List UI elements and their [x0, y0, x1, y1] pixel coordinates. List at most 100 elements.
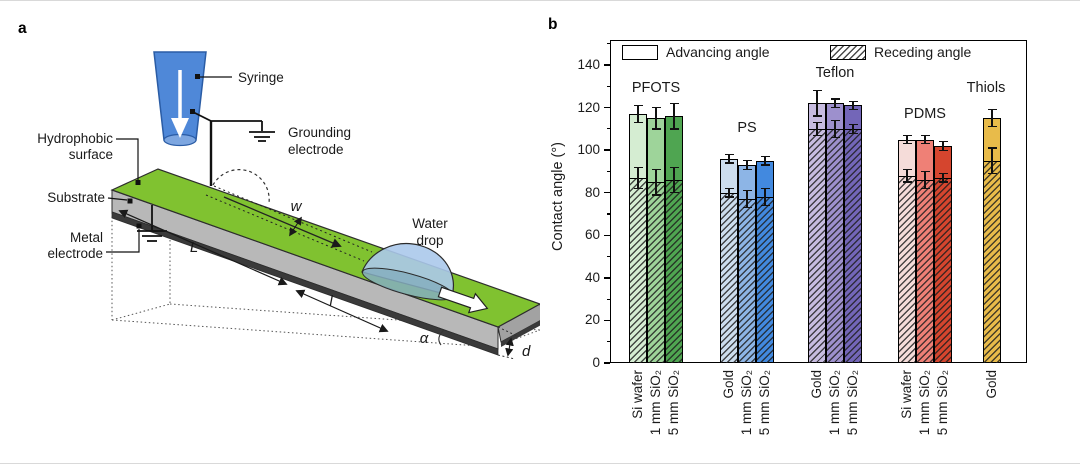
error-bar-cap: [830, 119, 840, 122]
metal-electrode-leader-marker: [136, 223, 142, 229]
grounding-electrode-label-2: electrode: [288, 142, 344, 157]
y-tick-label: 40: [584, 269, 600, 285]
bar-receding-hatch: [898, 175, 916, 363]
drop-motion-arrow: [437, 286, 489, 314]
x-tick-label: 1 mm SiO₂: [827, 370, 842, 436]
legend-label: Advancing angle: [666, 44, 770, 60]
error-bar-cap: [830, 98, 840, 100]
material-label: PDMS: [904, 106, 946, 122]
error-bar-cap: [987, 109, 997, 111]
dim-d-ext-top: [497, 326, 518, 337]
y-tick: [604, 234, 610, 236]
error-bar-cap: [760, 155, 770, 158]
error-bar-cap: [669, 166, 679, 168]
error-bar-cap: [651, 168, 661, 170]
error-bar-cap: [938, 141, 948, 143]
bar-receding-hatch: [934, 177, 952, 363]
error-bar-cap: [848, 109, 858, 111]
legend-label: Receding angle: [874, 44, 972, 60]
substrate-label: Substrate: [47, 190, 105, 205]
error-bar-cap: [651, 106, 661, 109]
dim-d-arrow: [505, 337, 514, 357]
x-tick-label: 5 mm SiO₂: [666, 370, 681, 436]
y-tick-label: 120: [577, 99, 600, 115]
error-bar-line: [942, 173, 944, 183]
dim-d-ext-bottom: [497, 354, 516, 360]
error-bar-cap: [742, 160, 752, 162]
material-label: PFOTS: [631, 80, 681, 96]
error-bar-cap: [760, 187, 770, 190]
y-minor-tick: [606, 298, 610, 300]
error-bar-line: [764, 156, 766, 166]
dim-alpha-arc: [438, 329, 445, 346]
y-tick-label: 0: [592, 355, 600, 370]
error-bar-line: [655, 169, 657, 195]
bar-receding-hatch: [844, 128, 862, 363]
error-bar-cap: [633, 121, 643, 124]
error-bar-cap: [633, 166, 643, 168]
x-tick-label: 5 mm SiO₂: [757, 370, 772, 436]
syringe-label: Syringe: [238, 70, 284, 85]
ground-symbol-electrode: [249, 121, 275, 142]
y-minor-tick: [606, 170, 610, 173]
error-bar-line: [991, 109, 993, 127]
dim-w-label: w: [291, 198, 303, 215]
bar-receding-hatch: [808, 128, 826, 363]
y-tick-label: 60: [584, 227, 600, 243]
error-bar-cap: [742, 168, 752, 170]
material-label: Thiols: [966, 80, 1006, 96]
y-tick-label: 140: [577, 57, 600, 72]
y-tick-label: 20: [584, 312, 600, 328]
legend-item-receding: Receding angle: [830, 44, 971, 60]
error-bar-cap: [848, 124, 858, 126]
error-bar-cap: [669, 102, 679, 104]
hydrophobic-surface-label-1: Hydrophobic: [37, 131, 113, 146]
error-bar-cap: [902, 143, 912, 145]
error-bar-line: [655, 107, 657, 129]
syringe-dispense-arrowhead: [171, 118, 189, 138]
error-bar-cap: [902, 181, 912, 183]
error-bar-cap: [742, 189, 752, 192]
y-minor-tick: [606, 85, 610, 87]
error-bar-line: [728, 188, 730, 197]
error-bar-cap: [724, 162, 734, 164]
bar-receding-hatch: [665, 179, 683, 363]
error-bar-line: [746, 190, 748, 208]
y-tick: [604, 149, 610, 151]
water-drop-label-2: drop: [416, 233, 443, 248]
error-bar-line: [637, 167, 639, 189]
dim-l-label: l: [329, 293, 333, 310]
x-tick-label: Si wafer: [899, 370, 914, 419]
error-bar-cap: [830, 136, 840, 139]
hydrophobic-leader-line: [116, 138, 139, 181]
error-bar-cap: [812, 134, 822, 136]
error-bar-line: [852, 101, 854, 110]
y-tick: [604, 277, 610, 279]
panel-a-letter: a: [18, 20, 27, 37]
error-bar-line: [906, 135, 908, 144]
error-bar-cap: [902, 134, 912, 136]
error-bar-line: [764, 188, 766, 206]
error-bar-line: [834, 99, 836, 108]
error-bar-cap: [848, 100, 858, 102]
error-bar-cap: [987, 147, 997, 149]
error-bar-cap: [633, 104, 643, 107]
bar-receding-hatch: [647, 182, 665, 363]
syringe-leader-marker: [195, 74, 200, 79]
bar-receding-hatch: [983, 160, 1001, 363]
error-bar-line: [906, 169, 908, 183]
bar-receding-hatch: [738, 199, 756, 363]
error-bar-cap: [724, 153, 734, 156]
error-bar-cap: [920, 143, 930, 145]
y-tick: [604, 362, 610, 364]
error-bar-cap: [760, 164, 770, 166]
y-axis-title: Contact angle (°): [550, 142, 566, 251]
error-bar-cap: [830, 106, 840, 109]
error-bar-cap: [724, 187, 734, 190]
metal-electrode-label-1: Metal: [70, 230, 103, 245]
x-tick-label: 1 mm SiO₂: [739, 370, 754, 436]
y-minor-tick: [606, 255, 610, 258]
panel-b-letter: b: [548, 16, 558, 33]
y-minor-tick: [606, 128, 610, 130]
hydrophobic-surface-label-2: surface: [69, 147, 113, 162]
